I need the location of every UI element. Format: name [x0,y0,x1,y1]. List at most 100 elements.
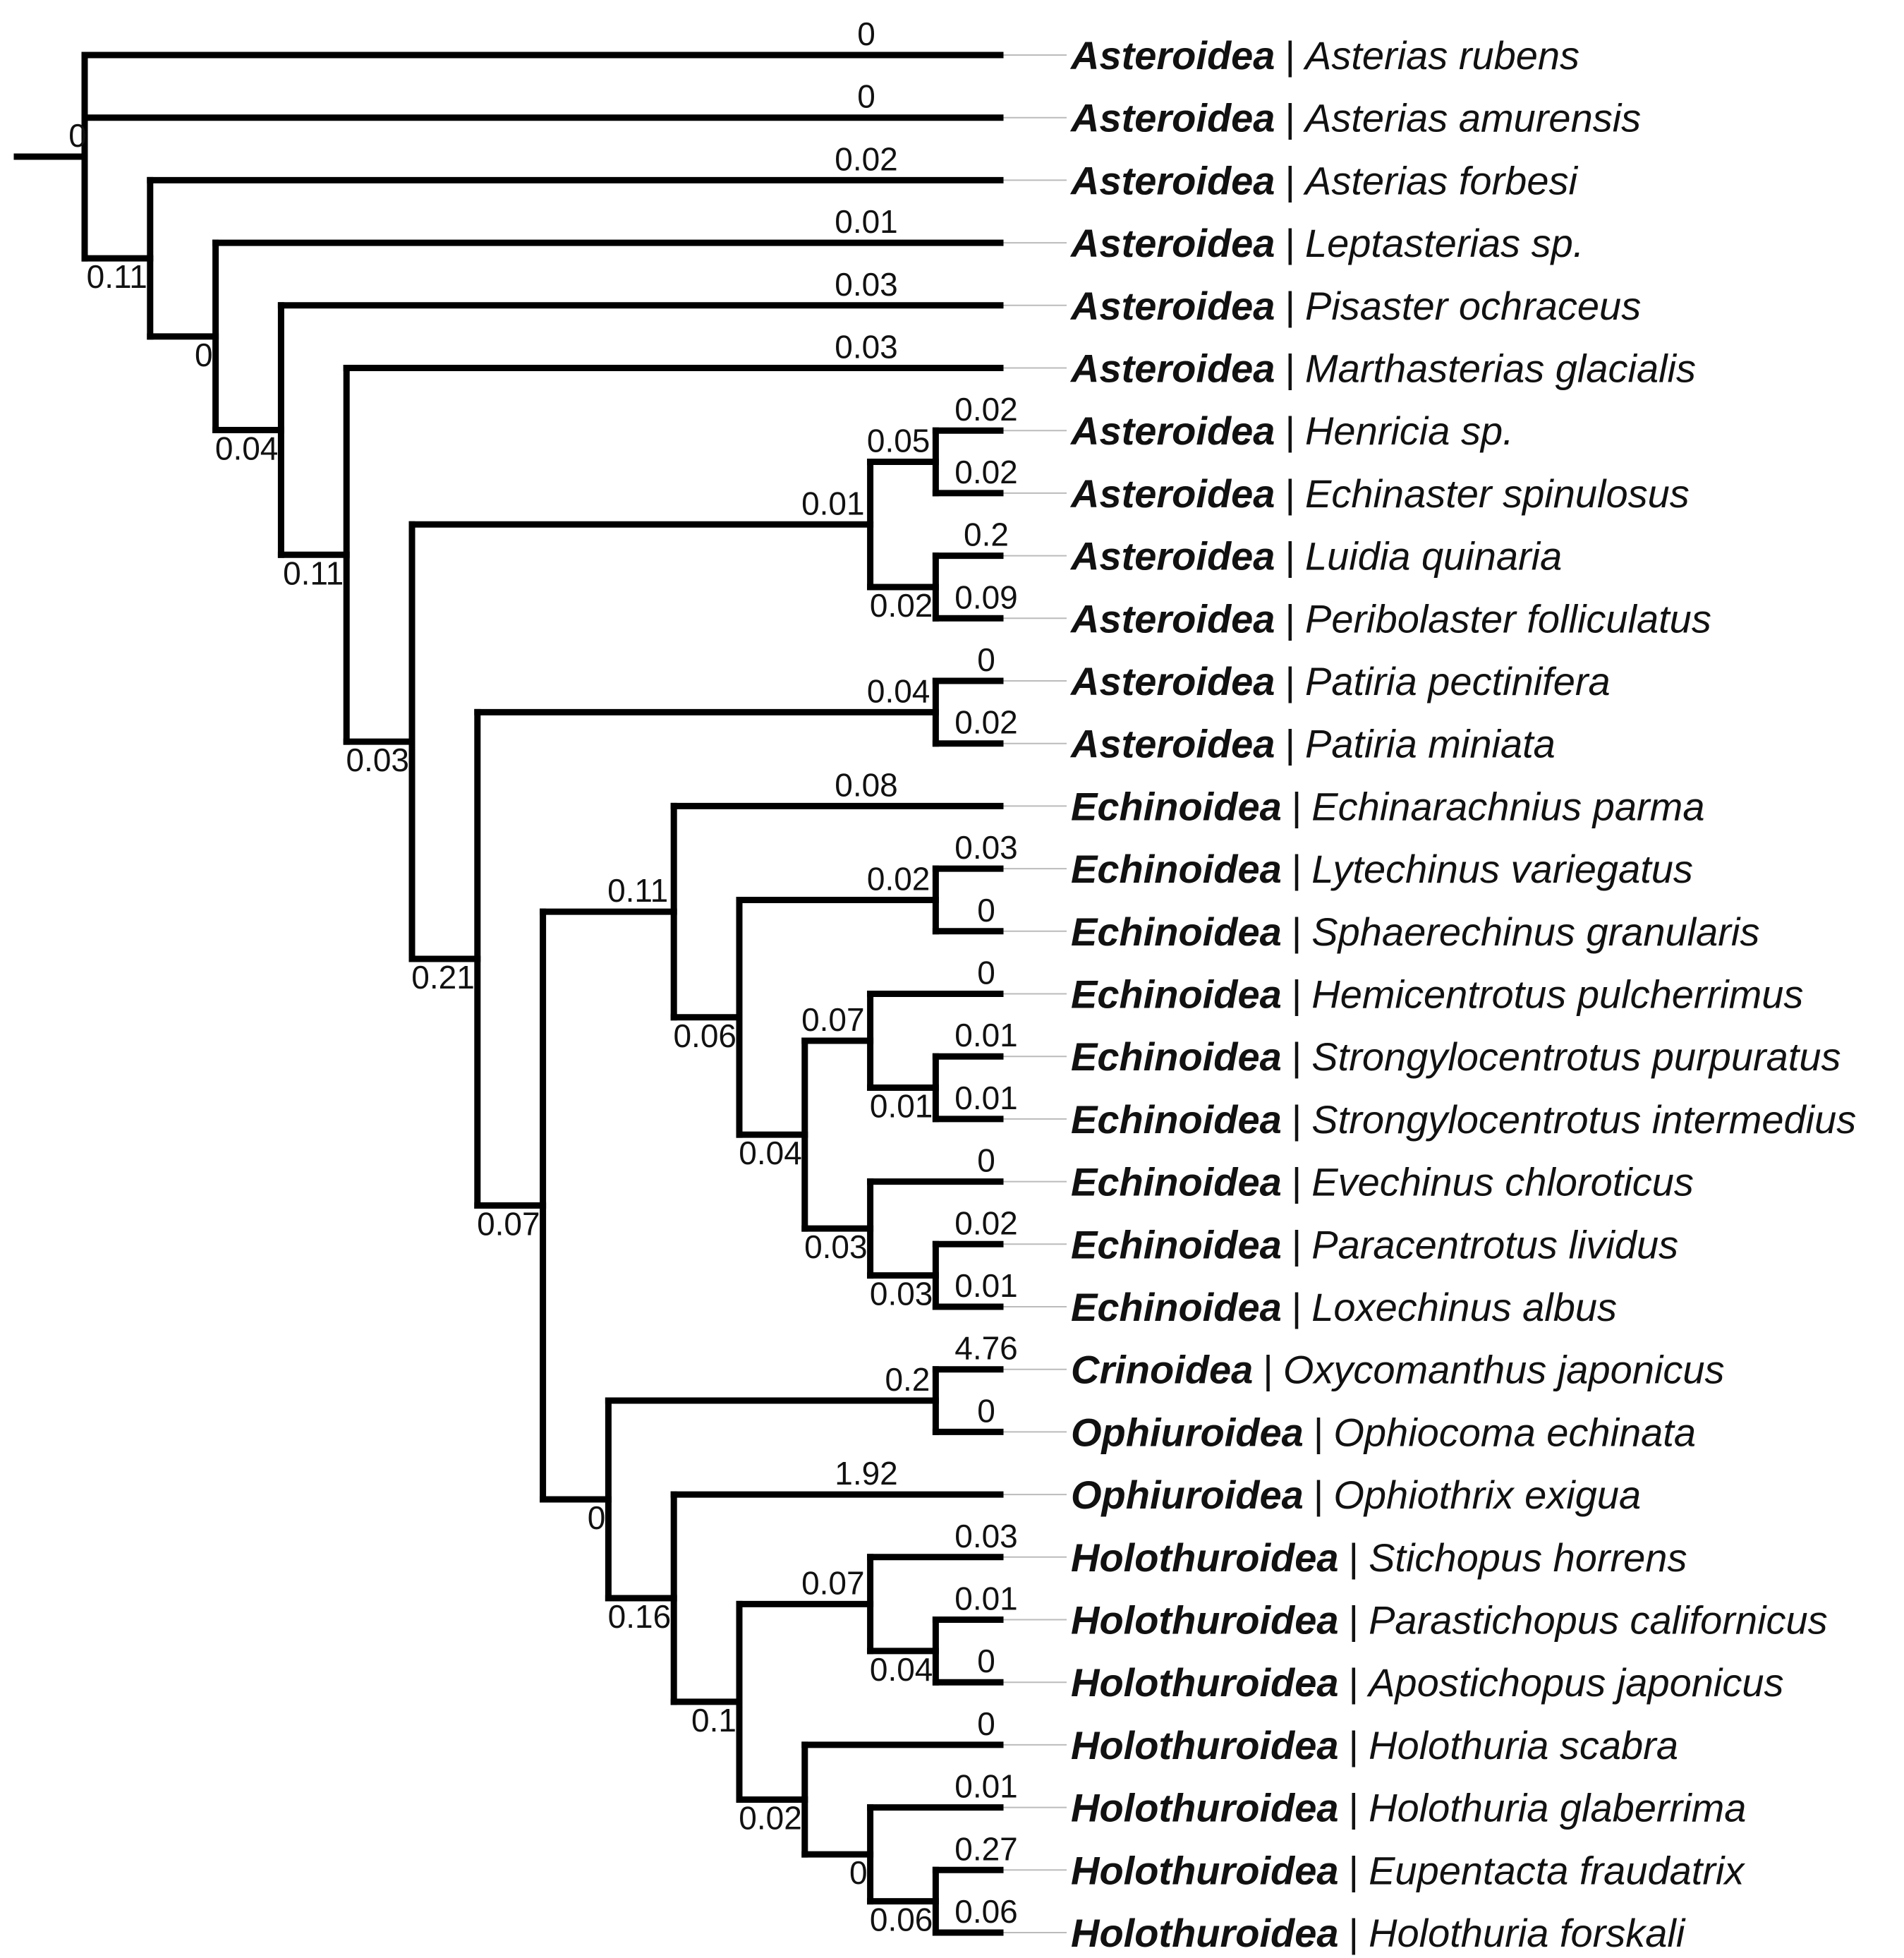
tip-class: Asteroidea [1069,534,1275,579]
branch-label-n_he: 0.05 [867,423,930,459]
tip-label: Asteroidea | Henricia sp. [1069,409,1514,453]
tip-separator: | [1292,1160,1302,1204]
tip-label: Echinoidea | Strongylocentrotus intermediu… [1071,1097,1856,1142]
tip-label: Holothuroidea | Apostichopus japonicus [1071,1660,1783,1705]
branch-label-t17: 0.01 [954,1080,1018,1116]
tip-separator: | [1292,784,1302,828]
tip-label: Asteroidea | Patiria miniata [1069,722,1556,766]
tip-separator: | [1285,722,1295,766]
tip-class: Echinoidea [1071,1097,1282,1142]
branch-label-t4: 0.03 [835,266,898,303]
tip-label: Asteroidea | Echinaster spinulosus [1069,471,1690,516]
tip-separator: | [1349,1786,1359,1830]
tip-label: Ophiuroidea | Ophiothrix exigua [1071,1473,1641,1517]
tip-species: Lytechinus variegatus [1311,847,1693,891]
branch-label-t21: 4.76 [954,1330,1018,1367]
tip-separator: | [1285,158,1295,203]
branch-label-n_e2: 0.06 [673,1017,736,1054]
tip-species: Marthasterias glacialis [1305,346,1696,391]
branch-label-t0: 0 [857,16,875,52]
tip-separator: | [1292,847,1302,891]
tip-class: Asteroidea [1069,346,1275,391]
branch-label-root: 0 [68,117,87,154]
tip-species: Leptasterias sp. [1305,221,1584,265]
tip-species: Paracentrotus lividus [1311,1222,1678,1267]
tip-label: Echinoidea | Hemicentrotus pulcherrimus [1071,972,1803,1017]
branch-label-n_ep: 0.03 [804,1228,868,1265]
branch-label-n2: 0 [195,337,213,373]
tip-label: Holothuroidea | Stichopus horrens [1071,1535,1687,1580]
branch-label-n4: 0.11 [283,555,344,591]
branch-label-n1: 0.11 [87,258,147,295]
tip-separator: | [1292,1222,1302,1267]
tip-species: Asterias rubens [1303,33,1579,78]
branch-label-n_ho: 0.02 [739,1800,802,1837]
branch-label-t25: 0.01 [954,1581,1018,1617]
tip-species: Eupentacta fraudatrix [1369,1848,1745,1892]
tip-separator: | [1349,1598,1359,1643]
branch-label-t11: 0.02 [954,704,1018,741]
branch-label-n9: 0.16 [608,1598,672,1635]
tip-separator: | [1285,221,1295,265]
tip-label: Asteroidea | Marthasterias glacialis [1069,346,1696,391]
tip-label: Asteroidea | Pisaster ochraceus [1069,284,1641,328]
tip-species: Asterias amurensis [1303,96,1641,140]
tip-class: Echinoidea [1071,1160,1282,1204]
branch-label-t2: 0.02 [835,140,898,177]
branch-label-t8: 0.2 [964,516,1009,553]
tip-class: Holothuroidea [1071,1598,1339,1643]
branch-label-t5: 0.03 [835,329,898,365]
tip-class: Holothuroidea [1071,1723,1339,1767]
tip-separator: | [1292,909,1302,954]
tip-class: Echinoidea [1071,1034,1282,1079]
tip-separator: | [1292,1097,1302,1142]
tip-species: Loxechinus albus [1311,1285,1617,1329]
tip-separator: | [1349,1660,1359,1705]
branch-label-t10: 0 [977,641,995,678]
tip-class: Asteroidea [1069,284,1275,328]
tip-label: Asteroidea | Leptasterias sp. [1069,221,1584,265]
branch-label-n_st: 0.01 [870,1088,933,1125]
tip-class: Holothuroidea [1071,1660,1339,1705]
tip-class: Echinoidea [1071,1285,1282,1329]
branch-label-t19: 0.02 [954,1204,1018,1241]
tip-class: Echinoidea [1071,909,1282,954]
branch-label-t24: 0.03 [954,1518,1018,1554]
tip-species: Pisaster ochraceus [1305,284,1641,328]
tip-label: Asteroidea | Asterias rubens [1069,33,1579,78]
tip-label: Ophiuroidea | Ophiocoma echinata [1071,1410,1696,1454]
tip-leader-lines [1000,54,1067,1933]
tip-class: Asteroidea [1069,722,1275,766]
tip-separator: | [1263,1348,1273,1392]
tip-label: Echinoidea | Paracentrotus lividus [1071,1222,1678,1267]
branch-label-t29: 0.27 [954,1830,1018,1867]
tip-separator: | [1349,1911,1359,1955]
tip-species: Apostichopus japonicus [1366,1660,1783,1705]
branch-label-n_lp: 0.02 [870,587,933,624]
branch-label-t27: 0 [977,1705,995,1742]
tip-separator: | [1285,659,1295,703]
tip-separator: | [1285,96,1295,140]
branch-label-n3: 0.04 [215,430,279,467]
tip-separator: | [1349,1723,1359,1767]
tip-separator: | [1285,284,1295,328]
branch-label-t7: 0.02 [954,454,1018,490]
branch-label-t15: 0 [977,955,995,991]
branch-label-t9: 0.09 [954,579,1018,615]
tip-class: Asteroidea [1069,596,1275,641]
branch-label-n_e3: 0.04 [739,1135,802,1171]
tip-class: Crinoidea [1071,1348,1253,1392]
tip-species: Echinaster spinulosus [1305,471,1690,516]
tip-species: Hemicentrotus pulcherrimus [1311,972,1803,1017]
tip-class: Asteroidea [1069,33,1275,78]
tip-label: Asteroidea | Peribolaster folliculatus [1069,596,1711,641]
branch-label-n6: 0.21 [411,959,475,996]
tip-species: Asterias forbesi [1303,158,1578,203]
tip-separator: | [1285,471,1295,516]
tip-class: Echinoidea [1071,1222,1282,1267]
branch-label-n_ly: 0.02 [867,860,930,897]
branch-label-n_pl: 0.03 [870,1276,933,1312]
branch-label-n_ech: 0.11 [607,872,668,909]
